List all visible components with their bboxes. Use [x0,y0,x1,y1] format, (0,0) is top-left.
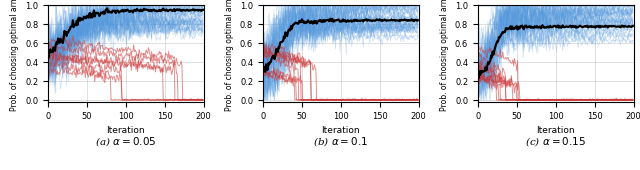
X-axis label: Iteration: Iteration [321,126,360,135]
X-axis label: Iteration: Iteration [106,126,145,135]
Title: (c) $\alpha = 0.15$: (c) $\alpha = 0.15$ [525,135,586,148]
X-axis label: Iteration: Iteration [536,126,575,135]
Y-axis label: Prob. of choosing optimal arm: Prob. of choosing optimal arm [225,0,234,111]
Title: (a) $\alpha = 0.05$: (a) $\alpha = 0.05$ [95,135,157,148]
Title: (b) $\alpha = 0.1$: (b) $\alpha = 0.1$ [313,135,369,148]
Y-axis label: Prob. of choosing optimal arm: Prob. of choosing optimal arm [10,0,19,111]
Y-axis label: Prob. of choosing optimal arm: Prob. of choosing optimal arm [440,0,449,111]
